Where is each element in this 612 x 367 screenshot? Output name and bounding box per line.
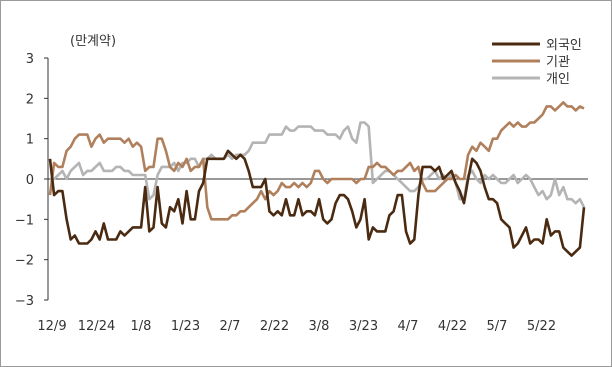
x-tick-label: 2/22 <box>260 319 289 334</box>
legend-label-2: 개인 <box>546 72 570 87</box>
y-tick-label: 2 <box>26 92 34 107</box>
x-tick-label: 1/8 <box>131 319 152 334</box>
x-tick-label: 3/23 <box>349 319 378 334</box>
x-tick-label: 2/7 <box>220 319 241 334</box>
series-line-1 <box>48 101 585 221</box>
y-tick-label: 0 <box>26 173 34 188</box>
series-line-0 <box>48 149 586 257</box>
x-tick-label: 5/7 <box>487 319 508 334</box>
legend-label-1: 기관 <box>546 55 570 70</box>
x-tick-label: 12/24 <box>78 319 115 334</box>
x-tick-label: 3/8 <box>309 319 330 334</box>
x-tick-label: 12/9 <box>37 319 66 334</box>
x-tick-label: 5/22 <box>527 319 556 334</box>
unit-label: (만계약) <box>70 34 116 49</box>
series-line-2 <box>50 121 586 208</box>
legend-label-0: 외국인 <box>546 38 582 53</box>
x-tick-label: 4/22 <box>438 319 467 334</box>
y-tick-label: −1 <box>15 213 34 228</box>
y-tick-label: −3 <box>15 294 34 309</box>
x-tick-label: 4/7 <box>398 319 419 334</box>
series-lines <box>48 101 586 257</box>
y-tick-label: 3 <box>26 52 34 67</box>
y-tick-label: −2 <box>15 254 34 269</box>
axes: 3 2 1 0 −1 −2 −312/9 12/24 1/8 1/23 2/7 2/22 3/8 3/23… <box>15 52 588 334</box>
y-tick-label: 1 <box>26 133 34 148</box>
x-tick-label: 1/23 <box>171 319 200 334</box>
